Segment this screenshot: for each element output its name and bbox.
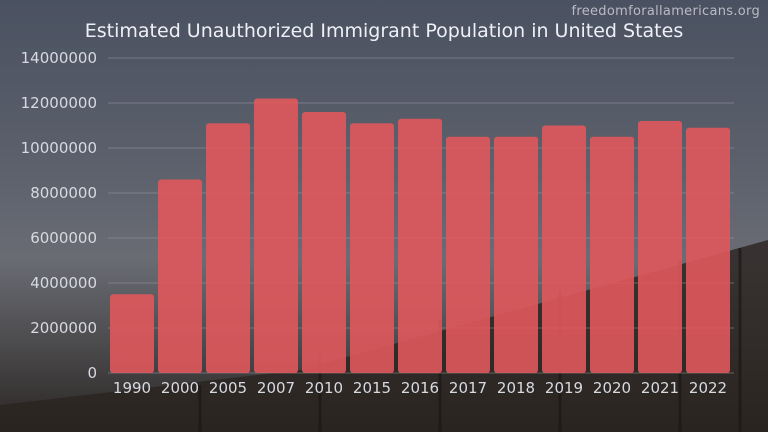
x-tick-label: 2021 xyxy=(641,379,679,397)
x-tick-label: 2000 xyxy=(161,379,199,397)
x-tick-label: 2005 xyxy=(209,379,247,397)
bar-2021 xyxy=(638,121,682,373)
y-tick-label: 2000000 xyxy=(30,319,97,337)
y-tick-label: 6000000 xyxy=(30,229,97,247)
bar-1990 xyxy=(110,294,154,373)
x-tick-label: 2018 xyxy=(497,379,535,397)
bar-2017 xyxy=(446,136,490,373)
bar-2022 xyxy=(686,127,730,373)
x-tick-label: 2007 xyxy=(257,379,295,397)
bar-2005 xyxy=(206,123,250,373)
x-tick-label: 2020 xyxy=(593,379,631,397)
y-tick-label: 0 xyxy=(87,364,97,382)
bar-2007 xyxy=(254,98,298,373)
bar-2015 xyxy=(350,123,394,373)
watermark: freedomforallamericans.org xyxy=(571,4,760,19)
bar-2019 xyxy=(542,125,586,373)
y-tick-label: 4000000 xyxy=(30,274,97,292)
x-tick-label: 2017 xyxy=(449,379,487,397)
x-tick-label: 2022 xyxy=(689,379,727,397)
x-tick-label: 2010 xyxy=(305,379,343,397)
y-tick-label: 12000000 xyxy=(21,94,97,112)
y-tick-label: 8000000 xyxy=(30,184,97,202)
bar-2016 xyxy=(398,118,442,373)
x-tick-label: 2016 xyxy=(401,379,439,397)
y-tick-label: 14000000 xyxy=(21,49,97,67)
bar-2000 xyxy=(158,179,202,373)
x-tick-label: 1990 xyxy=(113,379,151,397)
x-tick-label: 2015 xyxy=(353,379,391,397)
bar-2018 xyxy=(494,136,538,373)
bar-2010 xyxy=(302,112,346,373)
bar-2020 xyxy=(590,136,634,373)
chart-title: Estimated Unauthorized Immigrant Populat… xyxy=(84,20,684,42)
x-tick-label: 2019 xyxy=(545,379,583,397)
y-tick-label: 10000000 xyxy=(21,139,97,157)
